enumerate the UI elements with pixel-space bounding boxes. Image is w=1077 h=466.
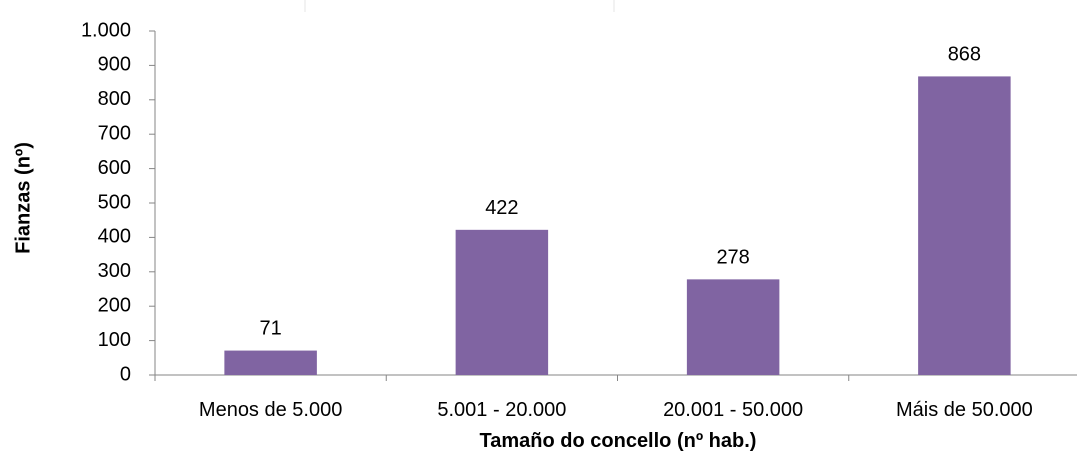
data-label: 868 [948,43,981,65]
bar [918,76,1011,376]
bar [224,350,317,375]
y-tick-label: 500 [98,191,131,213]
y-tick-label: 1.000 [81,19,131,41]
data-label: 71 [260,318,282,340]
y-tick-label: 900 [98,54,131,76]
x-axis-title: Tamaño do concello (nº hab.) [480,430,757,452]
x-tick-label: Menos de 5.000 [199,399,342,421]
y-axis-title: Fianzas (nº) [12,142,34,254]
bar [455,229,549,375]
bar [686,279,780,375]
y-tick-label: 700 [98,122,131,144]
y-tick-label: 100 [98,329,131,351]
x-tick-label: 5.001 - 20.000 [437,399,566,421]
x-tick-label: 20.001 - 50.000 [663,399,803,421]
y-tick-label: 300 [98,260,131,282]
y-tick-label: 200 [98,294,131,316]
y-tick-label: 0 [120,363,131,385]
x-tick-label: Máis de 50.000 [896,399,1033,421]
data-label: 422 [485,197,518,219]
data-label: 278 [716,246,749,268]
y-tick-label: 600 [98,157,131,179]
y-tick-label: 400 [98,226,131,248]
y-tick-label: 800 [98,88,131,110]
